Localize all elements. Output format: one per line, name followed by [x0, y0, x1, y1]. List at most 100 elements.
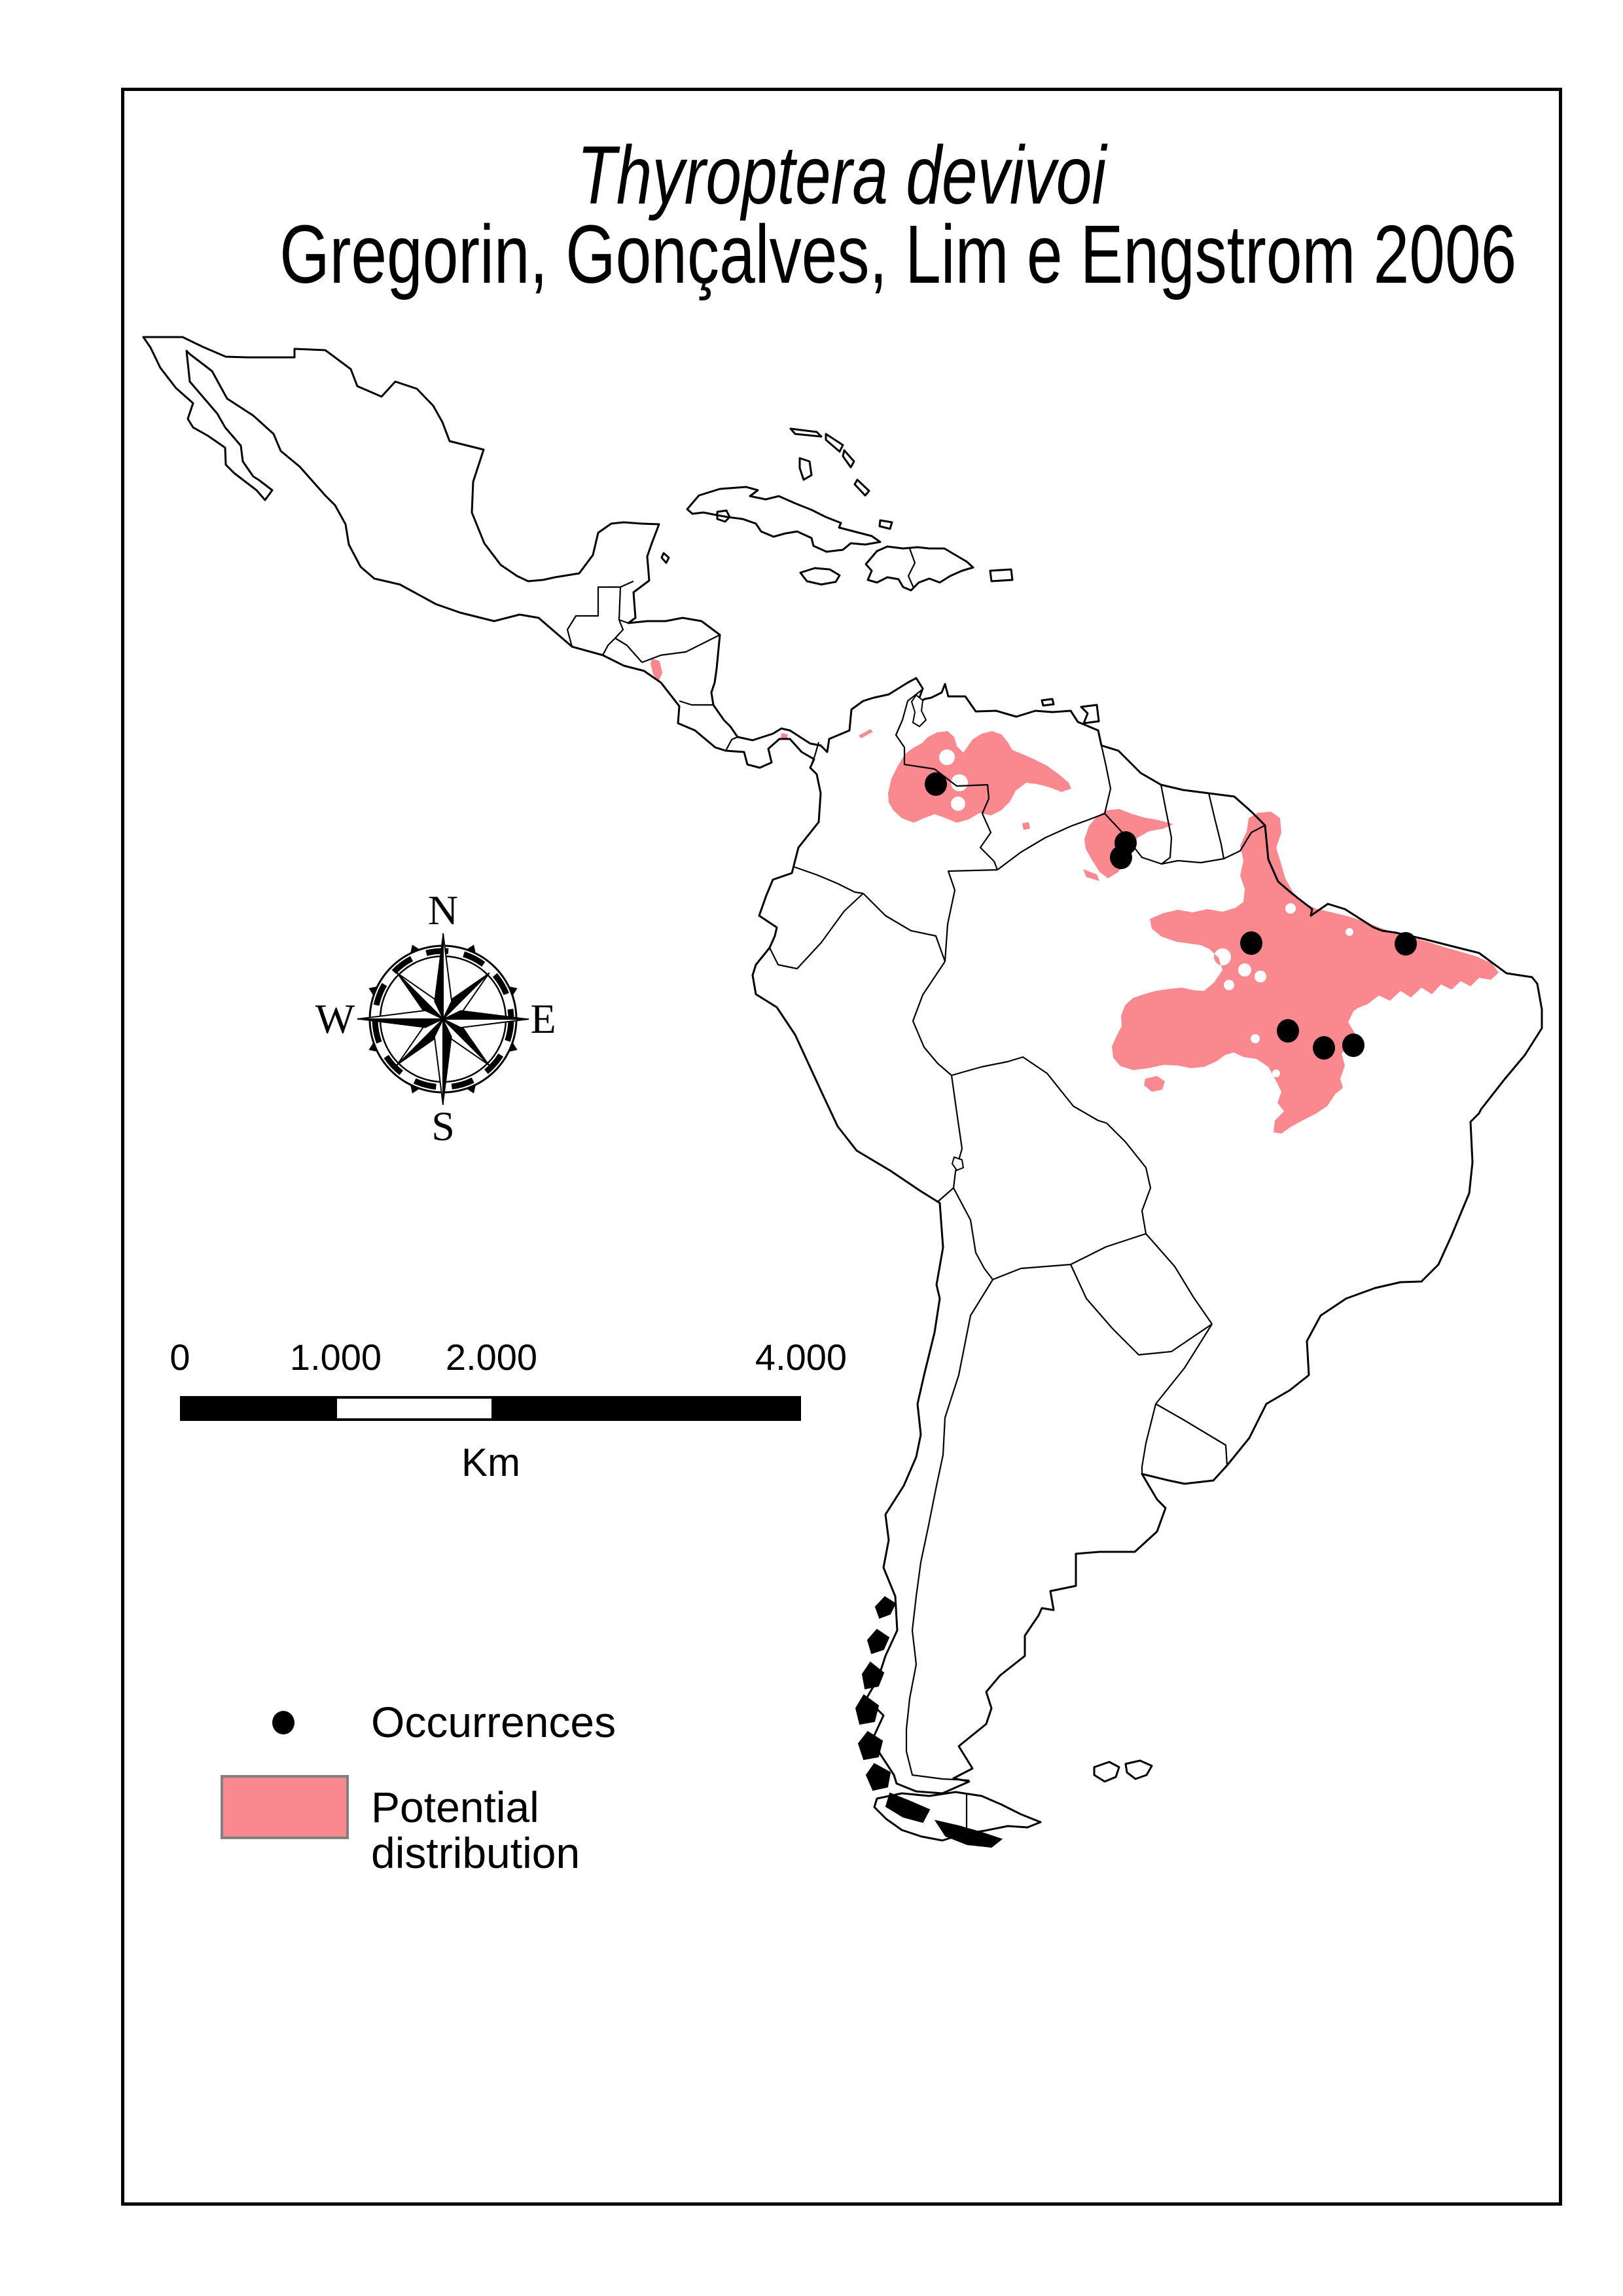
page-title-authority: Gregorin, Gonçalves, Lim e Engstrom 2006	[279, 208, 1517, 300]
border-guatemala-el-salvador	[602, 637, 616, 656]
coast-hispaniola	[865, 545, 974, 592]
coast-andros	[798, 457, 813, 481]
border-guyana-suriname	[1160, 784, 1173, 865]
border-chile-argentina	[905, 1279, 993, 1782]
compass-point-dark-90	[442, 1010, 529, 1020]
landfill-abaco	[826, 434, 843, 452]
distribution-colombia-venezuela-llanos	[888, 731, 1071, 823]
scalebar-tick-2000: 2.000	[445, 1336, 538, 1378]
compass-letter-e: E	[530, 996, 556, 1042]
border-suriname-french-guiana	[1207, 793, 1225, 859]
coast-isla-juventud	[716, 509, 731, 523]
compass-point-dark-0	[434, 933, 444, 1020]
scalebar-unit-label: Km	[461, 1441, 520, 1484]
border-colombia-ecuador	[793, 865, 864, 895]
distribution-speck-south-guyana	[1083, 869, 1099, 881]
occurrence-dot-3	[1240, 931, 1262, 955]
border-paraguay-argentina	[1070, 1264, 1213, 1356]
coast-grand-bahama	[789, 427, 823, 438]
landfill-trinidad	[1081, 705, 1099, 723]
landfill-falkland-west	[1094, 1762, 1119, 1782]
lake-maracaibo	[910, 694, 927, 728]
border-colombia-peru	[863, 893, 946, 962]
compass-tick-5	[368, 1042, 378, 1052]
fjord-blob-4	[857, 1731, 883, 1761]
distribution-speck-se-llanos	[1022, 822, 1030, 830]
scalebar-tick-1000: 1.000	[289, 1336, 382, 1378]
fjord-blob-0	[874, 1596, 897, 1619]
landfill-long-island-bahamas	[855, 480, 869, 495]
border-brazil-argentina	[1155, 1323, 1213, 1405]
border-bolivia-paraguay	[1070, 1232, 1147, 1265]
distribution-speck-below-lobe	[1144, 1076, 1165, 1092]
border-panama-colombia	[809, 742, 820, 768]
landfill-mainland-americas	[143, 337, 1542, 1793]
compass-tick-7	[410, 944, 420, 954]
legend-occurrence-dot-icon	[272, 1711, 294, 1734]
landfill-cuba	[687, 487, 880, 552]
occurrence-dot-6	[1313, 1036, 1335, 1060]
border-venezuela-guyana	[1100, 745, 1112, 814]
border-ecuador-peru	[769, 893, 864, 970]
scalebar-tick-4000: 4.000	[755, 1336, 847, 1378]
fjord-blob-5	[865, 1763, 891, 1791]
compass-tick-3	[466, 1085, 476, 1094]
coast-mainland-americas	[142, 336, 1543, 1795]
coast-long-island-bahamas	[853, 478, 870, 497]
border-bolivia-chile	[953, 1187, 993, 1280]
fjord-blob-2	[861, 1661, 885, 1690]
coast-eleuthera	[842, 449, 855, 469]
compass-letter-w: W	[315, 996, 355, 1042]
compass-rose-icon: N E S W	[315, 887, 556, 1149]
occurrence-dot-4	[1395, 932, 1417, 956]
compass-point-dark-180	[442, 1018, 452, 1105]
occurrence-dot-5	[1277, 1019, 1299, 1043]
border-bolivia-brazil	[951, 1056, 1152, 1234]
occurrence-dot-7	[1342, 1033, 1364, 1057]
border-honduras-el-salvador	[615, 637, 643, 663]
legend-distribution-swatch	[221, 1775, 349, 1839]
border-peru-chile	[937, 1187, 954, 1202]
border-colombia-venezuela	[895, 689, 999, 870]
border-peru-bolivia	[950, 1075, 963, 1189]
landfill-grand-bahama	[791, 429, 821, 437]
fjord-blob-3	[855, 1694, 880, 1725]
scalebar-bar	[180, 1396, 801, 1421]
fjord-blob-1	[866, 1628, 890, 1655]
distribution-amazonia-maranhao-main	[1112, 812, 1499, 1134]
compass-tick-1	[508, 986, 518, 996]
border-uruguay-argentina	[1141, 1403, 1157, 1474]
compass-point-dark-270	[357, 1018, 444, 1028]
landfill-jamaica	[800, 568, 840, 584]
compass-tick-6	[368, 986, 378, 996]
landfill-hispaniola	[866, 547, 973, 590]
compass-tick-4	[410, 1085, 420, 1094]
coast-cozumel	[660, 552, 670, 564]
scalebar-white-segment	[337, 1399, 491, 1418]
landfill-eleuthera	[843, 450, 854, 467]
coast-trinidad	[1080, 704, 1100, 725]
border-haiti-dominican	[907, 548, 916, 588]
compass-tick-2	[508, 1042, 518, 1052]
border-brazil-uruguay	[1155, 1403, 1228, 1466]
occurrence-dot-2	[1110, 846, 1132, 869]
legend-distribution-label: Potential distribution	[371, 1783, 580, 1877]
landfill-puerto-rico	[990, 569, 1012, 581]
lake-titicaca	[951, 1156, 965, 1172]
coast-cuba	[686, 486, 882, 553]
scalebar-tick-0: 0	[169, 1336, 190, 1378]
border-bolivia-argentina	[992, 1263, 1071, 1281]
coast-inagua	[878, 519, 893, 530]
border-guatemala-honduras	[615, 619, 624, 639]
landfill-falkland-east	[1126, 1761, 1152, 1779]
border-nicaragua-costa-rica	[679, 700, 713, 706]
border-brazil-paraguay	[1145, 1233, 1213, 1325]
compass-letter-n: N	[428, 887, 458, 933]
fjord-blob-7	[934, 1820, 1003, 1848]
legend-occurrences-label: Occurrences	[371, 1698, 616, 1746]
compass-letter-s: S	[431, 1103, 455, 1149]
distribution-speck-nicaragua	[651, 658, 662, 682]
compass-tick-0	[466, 944, 476, 954]
